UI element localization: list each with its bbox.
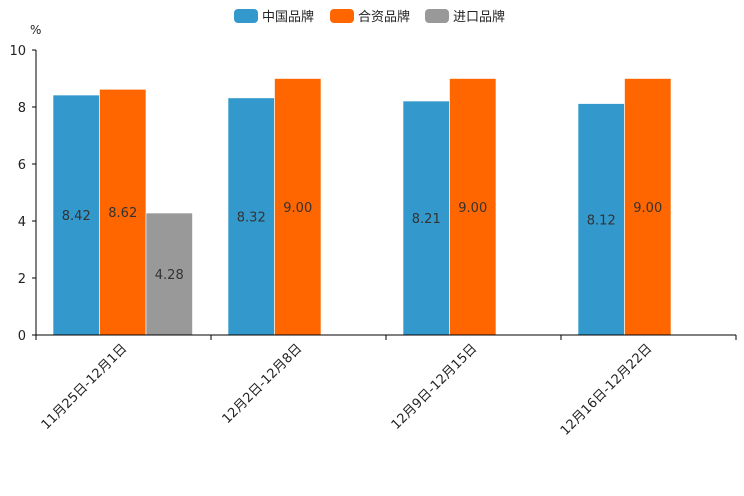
legend-swatch [234,9,258,23]
bar-2-1[interactable] [99,89,147,336]
legend: 中国品牌 合资品牌 进口品牌 [234,9,505,25]
legend-label: 合资品牌 [358,9,410,25]
y-axis-unit: % [30,23,41,37]
x-axis: 11月25日-12月1日 12月2日-12月8日 12月9日-12月15日 12月16… [35,334,737,439]
legend-item-2[interactable]: 合资品牌 [330,9,410,25]
y-tick-label: 4 [18,215,26,230]
y-tick-label: 2 [18,272,26,287]
bar-value-label: 8.12 [587,213,616,228]
x-tick-label: 12月2日-12月8日 [220,341,306,427]
legend-swatch [425,9,449,23]
y-tick-label: 0 [18,329,26,344]
bar-value-label: 9.00 [633,201,662,216]
legend-label: 进口品牌 [453,9,505,25]
bar-1-3[interactable] [402,100,450,336]
bar-1-2[interactable] [227,97,275,336]
y-tick-label: 10 [9,44,26,59]
y-tick-label: 8 [18,101,26,116]
bar-value-label: 4.28 [155,268,184,283]
bars: 8.42 8.62 4.28 8.32 9.00 8.21 9.00 8.12 9.00 [52,78,672,336]
x-tick-label: 11月25日-12月1日 [39,341,131,433]
bar-value-label: 8.21 [412,212,441,227]
x-tick-label: 12月16日-12月22日 [558,341,655,438]
x-tick-label: 12月9日-12月15日 [389,341,481,433]
legend-item-1[interactable]: 中国品牌 [234,9,314,25]
bar-value-label: 8.62 [108,206,137,221]
y-tick-label: 6 [18,158,26,173]
bar-2-2[interactable] [274,78,322,336]
legend-label: 中国品牌 [262,9,314,25]
y-axis: 0 2 4 6 8 10 [9,44,37,344]
bar-value-label: 8.42 [62,209,91,224]
legend-item-3[interactable]: 进口品牌 [425,9,505,25]
bar-value-label: 9.00 [458,201,487,216]
bar-2-3[interactable] [449,78,497,336]
bar-value-label: 8.32 [237,210,266,225]
bar-value-label: 9.00 [283,201,312,216]
bar-3-1[interactable] [145,212,193,336]
bar-1-4[interactable] [577,103,625,336]
legend-swatch [330,9,354,23]
bar-2-4[interactable] [624,78,672,336]
